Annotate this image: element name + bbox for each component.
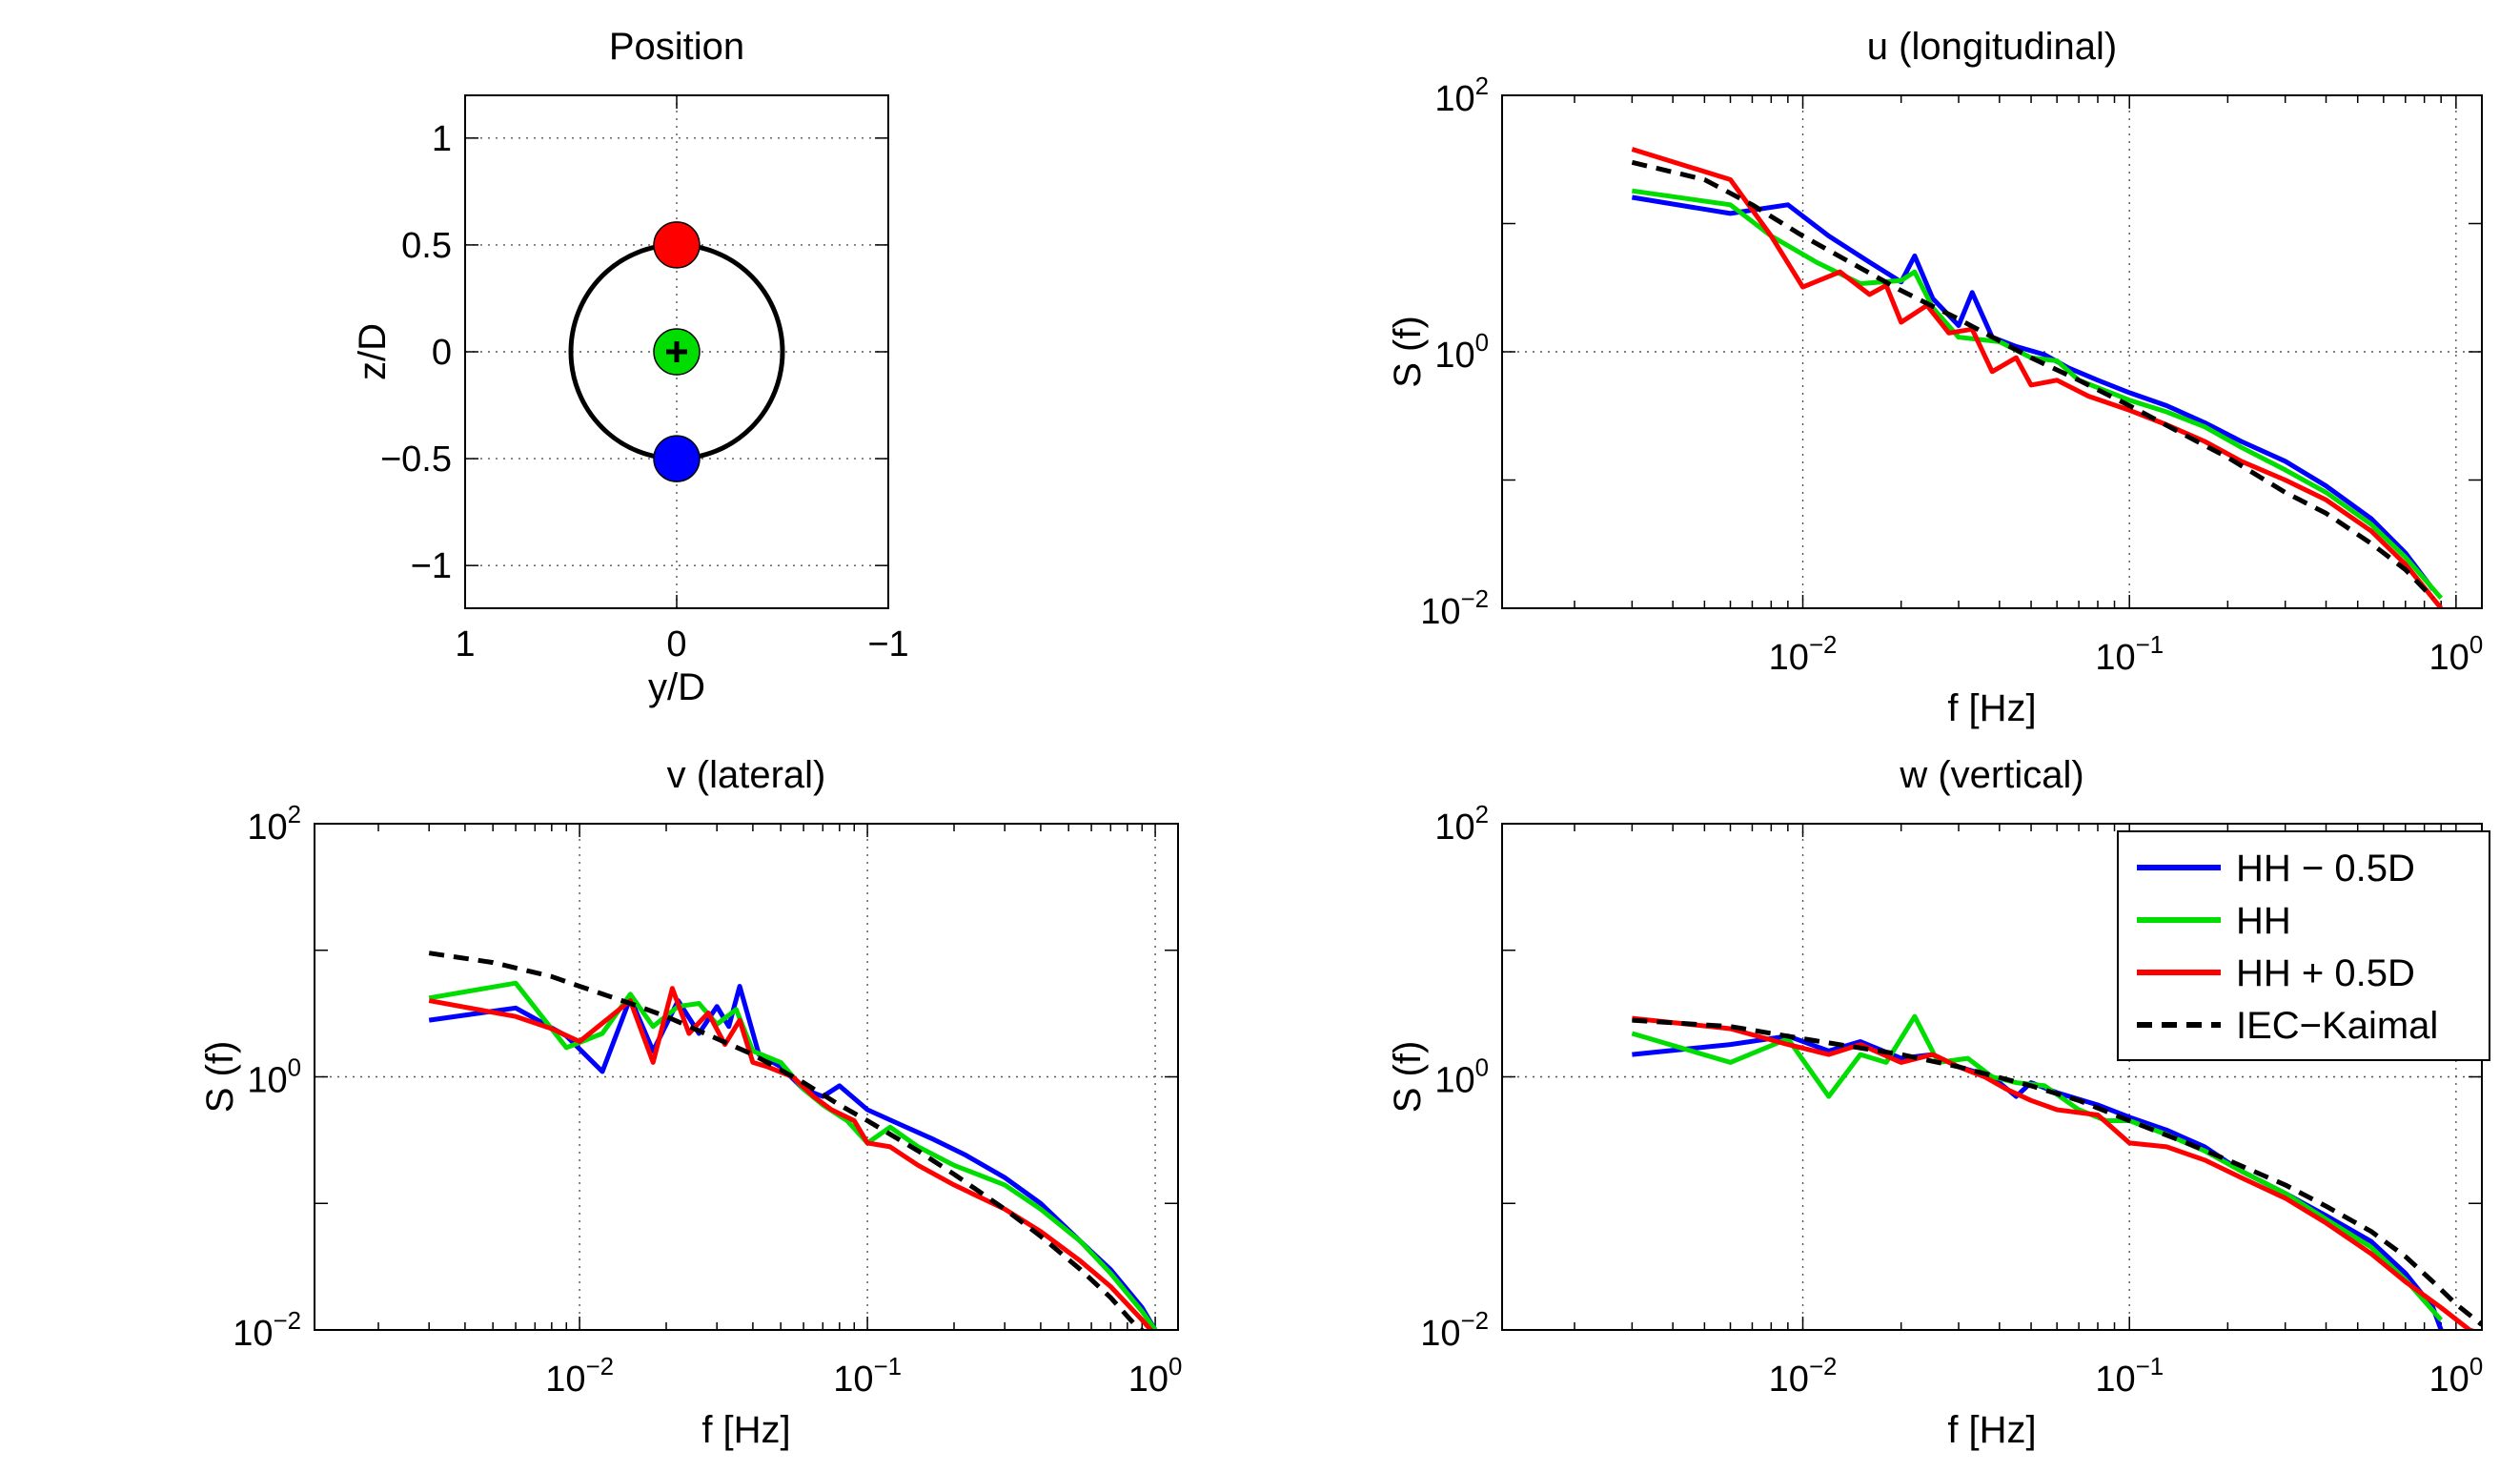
x-tick-label: 100	[2429, 632, 2484, 678]
x-tick-label: −1	[867, 624, 908, 664]
x-tick-label: 10−2	[1769, 632, 1838, 678]
y-tick-label: 1	[432, 119, 452, 159]
x-axis-label: f [Hz]	[701, 1409, 790, 1451]
x-axis-label: y/D	[648, 666, 705, 708]
y-axis-label: S (f)	[1387, 316, 1429, 388]
position-marker	[653, 435, 701, 482]
series-line-red	[1631, 147, 2444, 608]
axes-frame	[464, 94, 889, 609]
series-line-blue	[1631, 194, 2435, 591]
y-tick-label: −1	[411, 546, 452, 586]
subplot-title: u (longitudinal)	[1867, 26, 2117, 68]
legend-label-green: HH	[2236, 900, 2291, 942]
subplot-w: 10−2 10−1 100 10−2 100 102 w (vertical) f [Hz] S…	[1387, 754, 2484, 1451]
position-marker	[653, 221, 701, 269]
y-tick-label: 100	[1434, 330, 1489, 376]
axes-frame	[1501, 823, 2483, 1331]
y-axis-label: S (f)	[199, 1041, 241, 1114]
y-tick-label: 10−2	[1420, 1308, 1489, 1354]
y-tick-label: −0.5	[380, 440, 452, 480]
subplot-u: 10−2 10−1 100 10−2 100 102 u (longitudinal) f […	[1387, 26, 2483, 729]
x-tick-label: 10−2	[545, 1354, 614, 1400]
subplot-v: 10−2 10−1 100 10−2 100 102 v (lateral) f [Hz] S …	[199, 754, 1182, 1451]
y-tick-label: 0.5	[401, 226, 452, 266]
x-tick-label: 100	[2429, 1354, 2484, 1400]
x-tick-label: 10−1	[833, 1354, 902, 1400]
plot-content	[428, 951, 1158, 1330]
subplot-title: w (vertical)	[1899, 754, 2083, 796]
series-line-kaimal	[1632, 1017, 2482, 1327]
y-tick-label: 102	[247, 802, 301, 848]
axes-frame	[314, 823, 1179, 1331]
plot-area	[315, 824, 1178, 1330]
y-axis-label: S (f)	[1387, 1041, 1429, 1114]
plot-content	[1631, 147, 2444, 608]
series-line-kaimal	[428, 951, 1146, 1330]
y-tick-label: 10−2	[233, 1308, 301, 1354]
x-tick-label: 10−2	[1769, 1354, 1838, 1400]
series-line-kaimal	[1631, 159, 2435, 601]
y-tick-label: 102	[1434, 73, 1489, 119]
plot-content	[1631, 1013, 2482, 1330]
y-tick-label: 100	[247, 1054, 301, 1100]
axes-frame	[1501, 94, 2483, 609]
y-tick-label: 100	[1434, 1054, 1489, 1100]
x-tick-label: 0	[666, 624, 686, 664]
legend-label-kaimal: IEC−Kaimal	[2236, 1005, 2438, 1047]
plot-content	[568, 221, 785, 482]
x-tick-label: 10−1	[2095, 632, 2164, 678]
legend-label-red: HH + 0.5D	[2236, 952, 2415, 994]
y-tick-label: 0	[432, 333, 452, 373]
x-tick-label: 1	[455, 624, 475, 664]
y-axis-label: z/D	[352, 323, 394, 380]
y-tick-label: 102	[1434, 802, 1489, 848]
subplot-title: v (lateral)	[667, 754, 826, 796]
x-tick-label: 10−1	[2095, 1354, 2164, 1400]
subplot-title: Position	[609, 26, 744, 68]
y-tick-label: 10−2	[1420, 586, 1489, 632]
legend: HH − 0.5D HH HH + 0.5D IEC−Kaimal	[2117, 830, 2490, 1061]
x-axis-label: f [Hz]	[1947, 687, 2036, 729]
legend-label-blue: HH − 0.5D	[2236, 848, 2415, 889]
x-axis-label: f [Hz]	[1947, 1409, 2036, 1451]
series-line-green	[1631, 1013, 2444, 1322]
x-tick-label: 100	[1128, 1354, 1183, 1400]
